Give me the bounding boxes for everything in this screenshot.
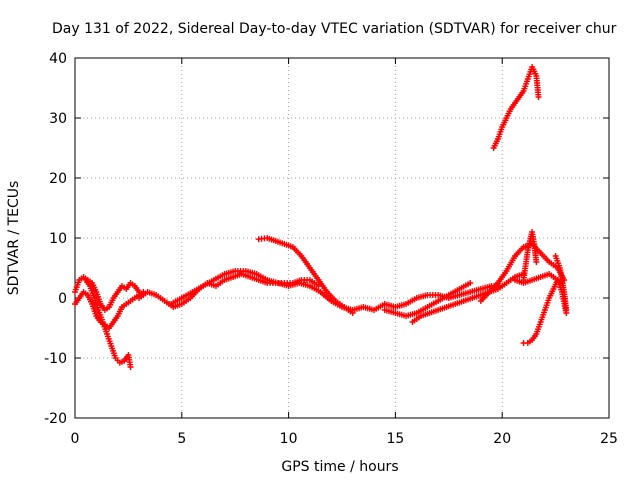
x-tick-label: 25 [600, 431, 618, 447]
x-axis-label: GPS time / hours [281, 459, 398, 475]
y-tick-label: 0 [58, 291, 67, 307]
data-point [533, 259, 540, 265]
y-tick-label: 40 [49, 51, 67, 67]
x-tick-label: 10 [280, 431, 298, 447]
x-tick-label: 0 [71, 431, 80, 447]
series-arc-13 [552, 253, 570, 313]
data-point [127, 364, 134, 370]
grid-lines [75, 58, 609, 418]
series-arc-11 [520, 229, 540, 283]
series-arc-6 [255, 235, 356, 316]
series-arc-7 [381, 280, 474, 319]
y-tick-label: 20 [49, 171, 67, 187]
series-arc-3 [82, 277, 134, 370]
chart-title: Day 131 of 2022, Sidereal Day-to-day VTE… [52, 21, 617, 37]
y-axis-label: SDTVAR / TECUs [6, 181, 22, 296]
data-points [72, 64, 570, 370]
series-arc-4 [136, 271, 322, 310]
y-tick-label: 30 [49, 111, 67, 127]
data-point [467, 280, 474, 286]
data-point [563, 307, 570, 313]
x-tick-label: 5 [177, 431, 186, 447]
data-point [349, 310, 356, 316]
data-point [535, 94, 542, 100]
x-tick-label: 15 [386, 431, 404, 447]
y-tick-label: -10 [44, 351, 67, 367]
y-tick-label: -20 [44, 411, 67, 427]
axis-ticks: 0 5 10 15 20 25 -20 -10 0 10 20 30 40 [44, 51, 618, 447]
y-tick-label: 10 [49, 231, 67, 247]
x-tick-label: 20 [493, 431, 511, 447]
series-arc-14 [490, 64, 542, 151]
series-arc-2 [72, 289, 147, 331]
